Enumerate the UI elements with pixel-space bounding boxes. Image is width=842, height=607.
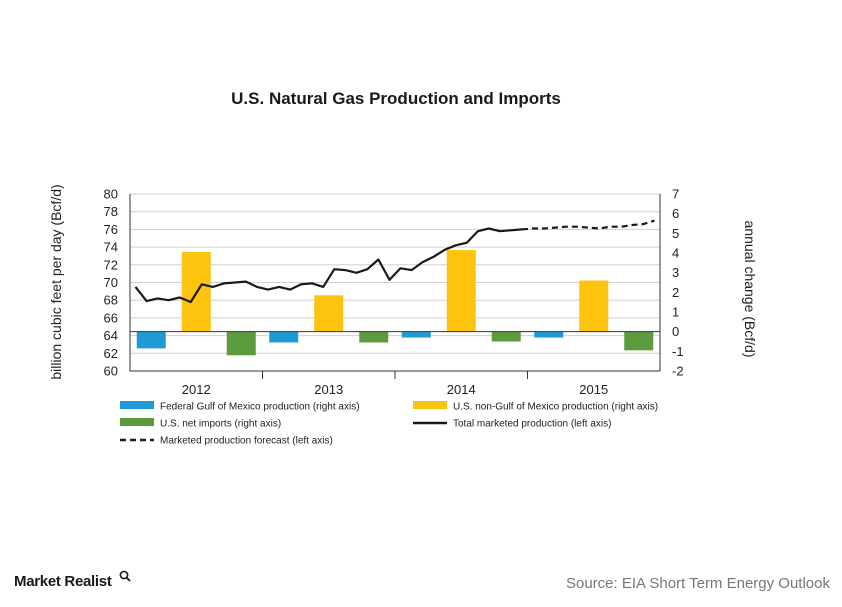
y-right-tick-label: 3 bbox=[672, 265, 679, 280]
legend-label: U.S. net imports (right axis) bbox=[160, 419, 281, 430]
y-left-tick-label: 64 bbox=[104, 328, 118, 343]
legend-label: U.S. non-Gulf of Mexico production (righ… bbox=[453, 402, 658, 413]
y-left-tick-label: 74 bbox=[104, 240, 118, 255]
x-tick-label: 2012 bbox=[182, 382, 211, 397]
x-tick-label: 2013 bbox=[314, 382, 343, 397]
magnifier-icon bbox=[119, 570, 131, 582]
y-axis-right-label: annual change (Bcf/d) bbox=[742, 221, 758, 358]
legend-label: Marketed production forecast (left axis) bbox=[160, 436, 333, 447]
bar bbox=[359, 331, 389, 343]
bar bbox=[624, 331, 654, 351]
legend-swatch bbox=[120, 401, 154, 409]
y-left-tick-label: 80 bbox=[104, 187, 118, 202]
y-left-tick-label: 70 bbox=[104, 275, 118, 290]
x-tick-label: 2014 bbox=[447, 382, 476, 397]
y-right-tick-label: 5 bbox=[672, 226, 679, 241]
forecast-line bbox=[521, 219, 655, 231]
bar bbox=[446, 250, 476, 332]
source-note: Source: EIA Short Term Energy Outlook bbox=[565, 575, 830, 592]
bar bbox=[579, 280, 609, 332]
brand-logo-text: Market Realist bbox=[14, 573, 112, 590]
bar bbox=[401, 331, 431, 338]
y-left-tick-label: 62 bbox=[104, 346, 118, 361]
y-left-tick-label: 66 bbox=[104, 310, 118, 325]
bar bbox=[269, 331, 299, 343]
legend-swatch bbox=[120, 418, 154, 426]
legend-label: Total marketed production (left axis) bbox=[453, 419, 611, 430]
chart-title: U.S. Natural Gas Production and Imports bbox=[231, 89, 561, 108]
bar bbox=[491, 331, 521, 342]
y-right-tick-label: -1 bbox=[672, 344, 684, 359]
x-tick-label: 2015 bbox=[579, 382, 608, 397]
y-left-tick-label: 76 bbox=[104, 222, 118, 237]
y-right-tick-label: 4 bbox=[672, 246, 679, 261]
legend: Federal Gulf of Mexico production (right… bbox=[120, 401, 658, 447]
bar bbox=[226, 331, 256, 356]
y-axis-left-label: billion cubic feet per day (Bcf/d) bbox=[48, 184, 64, 379]
y-left-tick-label: 78 bbox=[104, 204, 118, 219]
legend-swatch bbox=[413, 401, 447, 409]
y-left-tick-label: 68 bbox=[104, 293, 118, 308]
y-right-tick-label: 7 bbox=[672, 187, 679, 202]
y-right-tick-label: 6 bbox=[672, 206, 679, 221]
y-right-tick-label: -2 bbox=[672, 364, 684, 379]
production-line bbox=[134, 227, 523, 304]
y-left-tick-label: 60 bbox=[104, 364, 118, 379]
y-right-tick-label: 2 bbox=[672, 285, 679, 300]
bar bbox=[314, 295, 344, 332]
legend-label: Federal Gulf of Mexico production (right… bbox=[160, 402, 360, 413]
y-right-tick-label: 0 bbox=[672, 324, 679, 339]
bar bbox=[534, 331, 564, 338]
y-left-tick-label: 72 bbox=[104, 257, 118, 272]
bar bbox=[136, 331, 166, 349]
y-right-tick-label: 1 bbox=[672, 305, 679, 320]
